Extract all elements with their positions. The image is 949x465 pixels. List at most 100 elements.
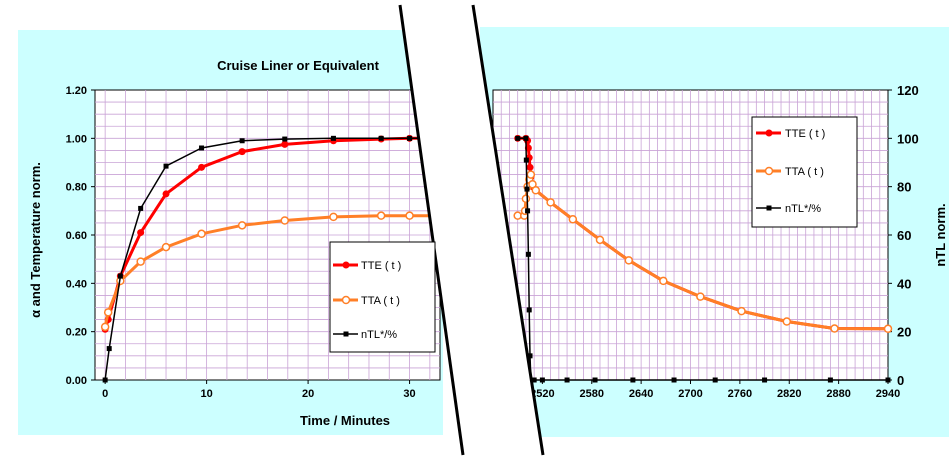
right-series-ntl-point [523,157,529,163]
right-series-ntl-point [827,377,833,383]
right-y-tick-label: 20 [897,325,911,340]
right-series-tta-point [883,324,893,334]
left-legend-tta-marker [341,295,351,305]
right-series-layer [513,134,893,383]
right-x-tick-label: 2640 [629,388,653,400]
right-series-tta-point [546,198,555,207]
right-legend-tta-marker [764,166,774,176]
right-series-tte-point [526,163,534,171]
left-series-ntl-point [117,273,123,279]
left-legend-tta-label: TTA ( t ) [361,295,400,307]
axis-break-line-left [398,4,465,456]
right-y-tick-label: 40 [897,276,911,291]
left-x-tick-label: 30 [403,388,415,400]
left-series-tte-point [198,163,206,171]
right-series-ntl-point [762,377,768,383]
left-series-tta-point [103,308,113,317]
right-axes: 0 20 40 60 80 100 120 2520 2580 2640 2700 2760 2820 2… [530,83,919,400]
right-legend-ntl-label: nTL*/% [785,203,821,215]
right-series-tta-point [659,276,668,286]
right-legend-tte-label: TTE ( t ) [785,128,825,140]
right-y-tick-label: 80 [897,180,911,195]
left-y-tick-label: 1.00 [66,133,87,145]
right-x-tick-label: 2880 [826,388,850,400]
right-series-ntl-point [539,377,545,383]
left-series-ntl-point [407,135,413,141]
right-x-tick-label: 2700 [678,388,702,400]
right-series-tta-point [568,215,578,224]
left-series-ntl-point [378,135,384,141]
right-series-ntl-point [525,208,531,214]
left-x-tick-label: 0 [102,388,108,400]
left-series-tta-point [405,211,414,220]
right-y-axis-label: nTL norm. [933,203,948,266]
right-legend: TTE ( t ) TTA ( t ) nTL*/% [751,116,858,228]
left-series-tta-point [136,257,145,266]
right-legend-tta-label: TTA ( t ) [785,166,824,178]
left-series-ntl-point [239,138,245,144]
left-axes: 0.00 0.20 0.40 0.60 0.80 1.00 1.20 0 10 20 30 [66,85,416,400]
right-series-tta-point [531,186,541,195]
right-series-tta-point [595,235,605,245]
left-series-ntl-point [163,163,169,169]
right-x-tick-label: 2760 [728,388,752,400]
right-series-ntl-point [525,251,531,257]
chart-title: Cruise Liner or Equivalent [217,58,379,73]
right-x-tick-label: 2520 [530,388,554,400]
right-series-ntl-point [526,307,532,313]
right-series-tta-point [830,324,839,333]
left-y-tick-label: 0.80 [66,182,87,194]
left-series-ntl-point [282,136,288,142]
left-series-tta-point [197,229,206,239]
left-series-tte-point [137,229,145,237]
right-y-tick-label: 60 [897,228,911,243]
left-series-tta-point [237,221,247,230]
right-series-ntl-point [564,377,570,383]
left-x-tick-label: 20 [302,388,314,400]
left-y-tick-label: 0.00 [66,375,87,387]
left-series-ntl-line [104,137,440,381]
right-legend-tte-marker [765,129,773,137]
left-legend-tte-marker [342,261,350,269]
left-legend-ntl-label: nTL*/% [361,329,397,341]
right-series-tta-point [624,256,634,265]
right-series-ntl-point [527,353,533,359]
left-series-tta-point [280,216,289,225]
right-series-tta-point [521,194,531,203]
right-y-tick-label: 0 [897,373,904,388]
right-series-ntl-point [885,377,891,383]
axis-break-gap [400,0,543,460]
left-series-tta-point [376,211,386,220]
left-series-ntl-point [106,346,112,352]
x-axis-label: Time / Minutes [300,413,390,428]
left-x-tick-label: 10 [200,388,212,400]
right-series-ntl-point [523,135,529,141]
left-legend-tte-label: TTE ( t ) [361,260,401,272]
right-series-ntl-point [524,186,530,192]
left-series-tta-point [329,212,338,222]
right-series-ntl-point [671,377,677,383]
left-series-ntl-point [330,135,336,141]
left-y-axis-label: α and Temperature norm. [28,162,43,318]
right-x-tick-label: 2940 [876,388,900,400]
left-y-tick-label: 0.40 [66,278,87,290]
left-series-ntl-point [138,205,144,211]
left-legend: TTE ( t ) TTA ( t ) nTL*/% [329,241,436,353]
right-legend-ntl-marker [766,205,772,211]
right-y-tick-label: 100 [897,131,919,146]
right-x-tick-label: 2820 [777,388,801,400]
left-series-tta-point [161,242,171,252]
left-grid [95,90,440,380]
right-series-tta-point [782,317,792,326]
right-y-tick-label: 120 [897,83,919,98]
right-series-tta-point [696,292,705,301]
left-legend-ntl-marker [343,331,349,337]
left-series-ntl-point [199,145,205,151]
right-series-ntl-point [630,377,636,383]
left-y-tick-label: 0.60 [66,230,87,242]
right-series-ntl-point [515,135,521,141]
right-series-tta-point [526,170,536,179]
left-series-tte-point [162,190,170,198]
axis-break-line-right [471,4,545,456]
